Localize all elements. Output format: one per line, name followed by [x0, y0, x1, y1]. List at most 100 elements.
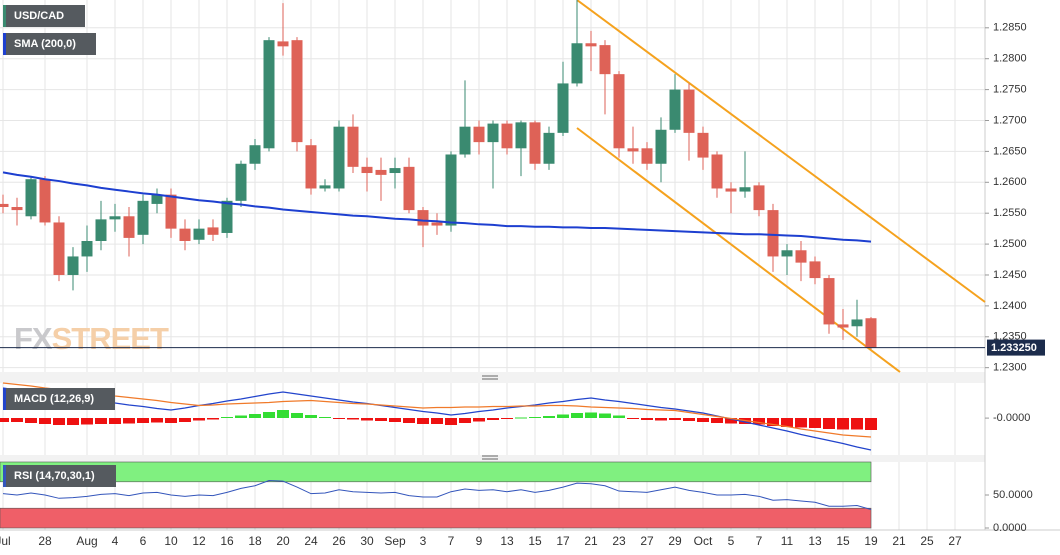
candle-body [613, 74, 625, 149]
legend-box[interactable] [3, 465, 116, 487]
candle-body [375, 169, 387, 175]
legend-box[interactable] [3, 388, 115, 410]
x-tick-label: 7 [756, 534, 763, 548]
x-tick-label: 27 [948, 534, 962, 548]
y-tick-label: 1.2450 [993, 269, 1027, 281]
histogram-bar [529, 417, 541, 418]
watermark: FXSTREET [14, 321, 169, 356]
line [2, 171, 872, 243]
x-tick-label: 5 [728, 534, 735, 548]
x-tick-label: 30 [360, 534, 374, 548]
x-tick-label: Oct [694, 534, 713, 548]
x-tick-label: 15 [528, 534, 542, 548]
x-tick-label: 28 [38, 534, 52, 548]
line [2, 382, 872, 438]
histogram-bar [809, 418, 821, 428]
histogram-bar [795, 418, 807, 428]
candle-body [221, 200, 233, 233]
y-tick-label: -0.0000 [993, 412, 1030, 424]
candle-body [739, 187, 751, 192]
candle-body [445, 154, 457, 226]
x-tick-label: 18 [248, 534, 262, 548]
candle-body [767, 210, 779, 257]
candle-body [753, 185, 765, 211]
candle-body [67, 256, 79, 275]
histogram-bar [67, 418, 79, 425]
x-tick-label: 11 [781, 534, 794, 548]
candle-body [263, 40, 275, 149]
candle-body [515, 122, 527, 149]
histogram-bar [25, 418, 37, 423]
x-tick-label: 12 [192, 534, 206, 548]
candle-body [81, 240, 93, 257]
histogram-bar [697, 418, 709, 422]
x-tick-label: 7 [448, 534, 455, 548]
y-tick-label: 1.2800 [993, 53, 1027, 65]
histogram-bar [263, 412, 275, 418]
x-tick-label: 24 [304, 534, 318, 548]
candle-body [389, 168, 401, 174]
histogram-bar [557, 414, 569, 418]
y-tick-label: 1.2750 [993, 84, 1027, 96]
histogram-bar [641, 418, 653, 420]
candle-body [459, 126, 471, 155]
histogram-bar [865, 418, 877, 430]
candle-body [403, 166, 415, 211]
candle-body [823, 278, 835, 325]
line [2, 479, 872, 511]
histogram-bar [249, 414, 261, 418]
rsi-band [0, 507, 872, 529]
histogram-bar [319, 417, 331, 418]
histogram-bar [459, 418, 471, 423]
histogram-bar [39, 418, 51, 424]
histogram-bar [333, 418, 345, 419]
panel-separator[interactable] [0, 372, 985, 383]
x-tick-label: 13 [500, 534, 514, 548]
histogram-bar [277, 410, 289, 418]
candle-body [11, 207, 23, 211]
histogram-bar [0, 418, 9, 422]
y-tick-label: 50.0000 [993, 489, 1033, 501]
candle-body [529, 122, 541, 164]
histogram-bar [627, 418, 639, 419]
candle-body [235, 163, 247, 201]
legend-box[interactable] [3, 33, 96, 55]
y-tick-label: 1.2300 [993, 362, 1027, 374]
histogram-bar [725, 418, 737, 424]
histogram-bar [711, 418, 723, 423]
candle-body [53, 222, 65, 275]
histogram-bar [403, 418, 415, 423]
x-tick-label: Aug [76, 534, 97, 548]
candle-body [39, 179, 51, 223]
histogram-bar [767, 418, 779, 426]
candle-body [95, 219, 107, 241]
candle-body [487, 123, 499, 143]
legend-label: RSI (14,70,30,1) [14, 470, 95, 482]
candle-body [711, 154, 723, 189]
histogram-bar [585, 412, 597, 418]
y-tick-label: 1.2400 [993, 300, 1027, 312]
candle-body [249, 145, 261, 164]
candle-body [473, 126, 485, 143]
candle-body [669, 89, 681, 130]
histogram-bar [53, 418, 65, 425]
candle-body [0, 203, 9, 208]
histogram-bar [837, 418, 849, 430]
legend-label: MACD (12,26,9) [14, 393, 94, 405]
candle-body [795, 250, 807, 263]
candle-body [683, 89, 695, 133]
candle-body [417, 210, 429, 226]
y-tick-label: 1.2700 [993, 114, 1027, 126]
candle-body [501, 123, 513, 149]
histogram-bar [655, 418, 667, 421]
y-tick-label: 1.2500 [993, 238, 1027, 250]
legend-box[interactable] [3, 5, 85, 27]
x-tick-label: Sep [384, 534, 406, 548]
histogram-bar [599, 413, 611, 418]
candle-body [277, 41, 289, 47]
candle-body [599, 45, 611, 75]
x-tick-label: 16 [220, 534, 234, 548]
candle-body [347, 126, 359, 167]
x-tick-label: 13 [808, 534, 822, 548]
x-tick-label: 19 [864, 534, 878, 548]
